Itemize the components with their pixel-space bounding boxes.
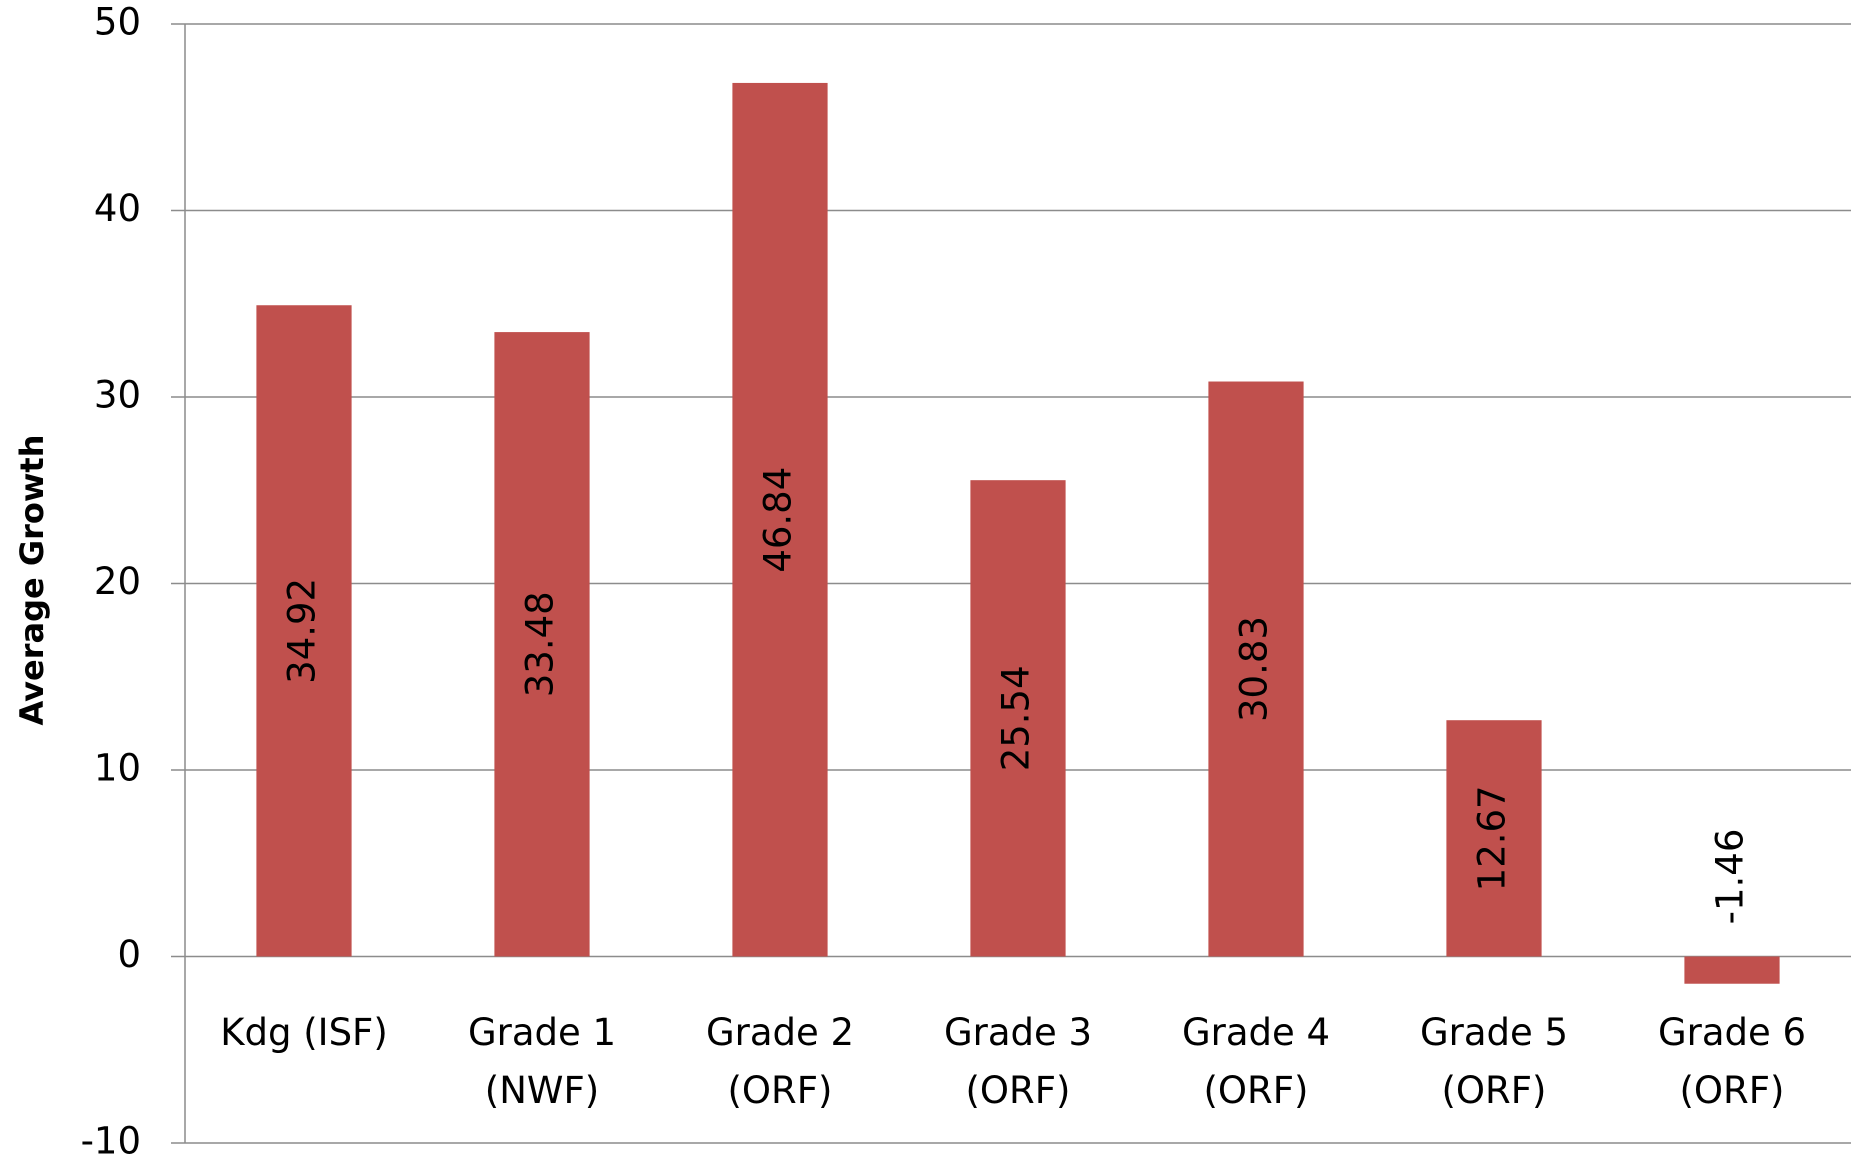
x-tick-label: Grade 2 xyxy=(706,1011,854,1054)
x-tick-label: Grade 5 xyxy=(1420,1011,1568,1054)
x-tick-label: (ORF) xyxy=(966,1069,1071,1112)
value-label: 25.54 xyxy=(995,665,1038,771)
y-tick-label: 20 xyxy=(94,560,141,603)
x-tick-label: (NWF) xyxy=(485,1069,599,1112)
y-tick-label: 50 xyxy=(94,1,141,44)
value-label: 34.92 xyxy=(281,578,324,684)
bar xyxy=(1684,957,1779,984)
x-tick-label: (ORF) xyxy=(1680,1069,1785,1112)
value-label: 12.67 xyxy=(1471,785,1514,891)
x-tick-label: (ORF) xyxy=(1204,1069,1309,1112)
x-tick-label: Grade 1 xyxy=(468,1011,616,1054)
x-tick-label: (ORF) xyxy=(1442,1069,1547,1112)
value-label: -1.46 xyxy=(1709,829,1752,925)
y-tick-label: 10 xyxy=(94,747,141,790)
x-tick-label: Kdg (ISF) xyxy=(220,1011,388,1054)
y-tick-label: 0 xyxy=(117,933,141,976)
y-tick-label: 30 xyxy=(94,374,141,417)
y-tick-label: -10 xyxy=(81,1120,141,1160)
value-label: 33.48 xyxy=(519,591,562,697)
value-label: 46.84 xyxy=(757,467,800,573)
y-tick-label: 40 xyxy=(94,187,141,230)
page: Average Growth -10 0 10 20 30 40 50 Kdg (ISF) 34… xyxy=(0,0,1851,1160)
chart: Average Growth -10 0 10 20 30 40 50 Kdg (ISF) 34… xyxy=(0,0,1851,1160)
x-tick-label: Grade 6 xyxy=(1658,1011,1806,1054)
value-label: 30.83 xyxy=(1233,616,1276,722)
x-tick-label: Grade 3 xyxy=(944,1011,1092,1054)
y-axis-label: Average Growth xyxy=(13,435,51,726)
x-tick-label: Grade 4 xyxy=(1182,1011,1330,1054)
x-tick-label: (ORF) xyxy=(728,1069,833,1112)
